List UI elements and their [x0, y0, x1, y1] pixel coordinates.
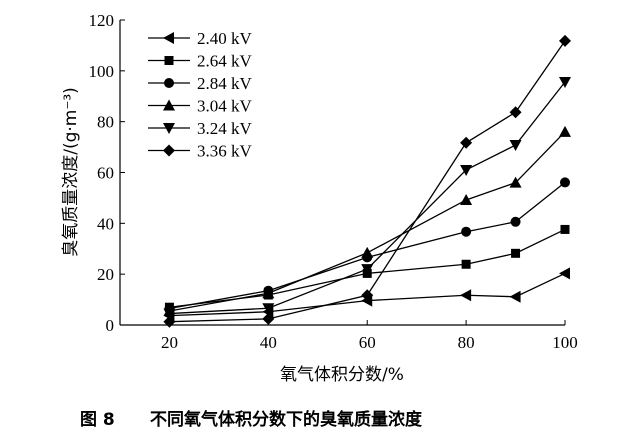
legend-label: 2.40 kV: [197, 29, 253, 48]
data-point-triangle-left: [509, 290, 521, 303]
data-point-triangle-up: [559, 125, 571, 137]
y-tick-label: 0: [106, 316, 115, 335]
series-group: [163, 34, 571, 328]
legend-item: 3.36 kV: [148, 142, 253, 161]
legend-label: 2.84 kV: [197, 74, 253, 93]
data-point-diamond: [262, 312, 275, 325]
legend-item: 2.84 kV: [148, 74, 253, 93]
legend-label: 3.04 kV: [197, 97, 253, 116]
data-point-triangle-left: [460, 289, 472, 302]
legend-marker-diamond: [163, 144, 175, 157]
legend-item: 3.24 kV: [148, 119, 253, 138]
x-axis-label: 氧气体积分数/%: [280, 365, 404, 385]
x-tick-label: 20: [161, 333, 178, 352]
y-tick-label: 20: [97, 265, 114, 284]
x-tick-label: 80: [458, 333, 475, 352]
x-tick-label: 100: [552, 333, 578, 352]
legend-marker-circle: [164, 78, 174, 88]
legend-marker-square: [164, 56, 174, 65]
data-point-circle: [461, 226, 472, 237]
y-axis-label: 臭氧质量浓度/(g·m⁻³): [61, 87, 81, 257]
legend-item: 2.64 kV: [148, 52, 253, 71]
legend-label: 3.36 kV: [197, 142, 253, 161]
legend-marker-triangle-down: [163, 123, 175, 134]
legend-item: 2.40 kV: [148, 29, 253, 48]
data-point-circle: [510, 216, 521, 227]
figure-caption: 不同氧气体积分数下的臭氧质量浓度: [150, 409, 423, 430]
y-tick-label: 80: [97, 113, 114, 132]
data-point-triangle-down: [559, 77, 571, 89]
y-tick-label: 60: [97, 164, 114, 183]
data-point-triangle-down: [163, 308, 176, 320]
data-point-diamond: [361, 289, 374, 302]
series-line: [169, 40, 566, 323]
y-tick-label: 120: [89, 11, 115, 30]
data-point-triangle-left: [559, 267, 570, 280]
data-point-triangle-up: [460, 193, 473, 205]
series-line: [169, 272, 566, 317]
data-point-diamond: [559, 34, 571, 47]
data-point-triangle-up: [509, 176, 522, 188]
legend-marker-triangle-left: [163, 32, 174, 44]
axes: 0 20 40 60 80 100 120 20 40 60 80 100: [89, 11, 578, 352]
data-point-square: [461, 259, 471, 269]
x-tick-label: 60: [359, 333, 376, 352]
y-tick-label: 40: [97, 214, 114, 233]
data-point-triangle-down: [262, 303, 275, 315]
data-point-diamond: [460, 136, 473, 149]
data-point-circle: [560, 177, 570, 188]
legend-marker-triangle-up: [163, 99, 175, 111]
data-point-square: [511, 248, 521, 258]
data-point-square: [560, 224, 570, 234]
data-point-diamond: [163, 315, 176, 328]
y-tick-label: 100: [89, 62, 115, 81]
data-point-triangle-down: [509, 140, 522, 152]
data-point-diamond: [509, 106, 522, 119]
data-point-triangle-up: [361, 246, 374, 258]
figure-caption-number: 图 8: [80, 410, 115, 430]
data-point-triangle-down: [460, 164, 473, 176]
series-line: [169, 81, 566, 315]
series-line: [169, 131, 566, 312]
legend-item: 3.04 kV: [148, 97, 253, 116]
series-line: [169, 181, 566, 310]
x-tick-label: 40: [260, 333, 277, 352]
legend: 2.40 kV 2.64 kV 2.84 kV 3.04 kV 3.24 kV 3.36 …: [148, 29, 253, 161]
series-line: [169, 228, 566, 308]
legend-label: 3.24 kV: [197, 119, 253, 138]
data-point-triangle-up: [262, 287, 275, 299]
data-point-triangle-down: [361, 264, 374, 276]
legend-label: 2.64 kV: [197, 52, 253, 71]
series-336kv: [163, 34, 571, 328]
